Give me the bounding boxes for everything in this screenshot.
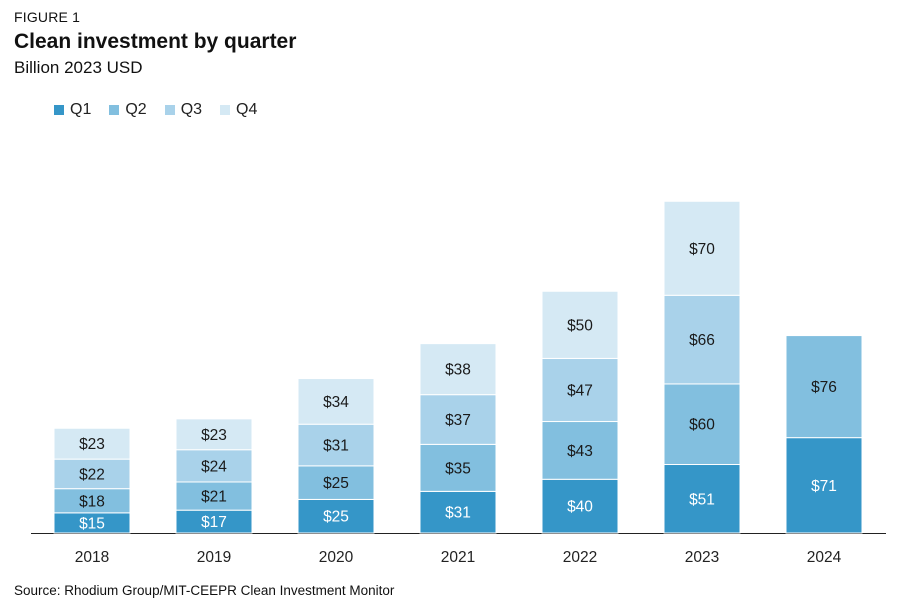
source-note: Source: Rhodium Group/MIT-CEEPR Clean In… [14,583,395,598]
x-tick-label-2024: 2024 [807,549,842,566]
data-label-q4-2023: $70 [689,241,715,258]
bar-q3-2019 [175,449,253,483]
legend-item-q4: Q4 [220,101,257,119]
bar-q4-2023 [663,200,741,296]
bar-q4-2018 [53,427,131,460]
bar-q1-2023 [663,464,741,534]
bar-q4-2022 [541,290,619,359]
data-label-q1-2022: $40 [567,499,593,516]
bar-q2-2023 [663,383,741,466]
legend-swatch-q4 [220,105,231,115]
data-label-q3-2019: $24 [201,458,227,475]
bar-q4-2019 [175,418,253,451]
bar-q3-2021 [419,394,497,445]
data-label-q2-2022: $43 [567,443,593,460]
data-label-q3-2021: $37 [445,412,471,429]
bar-q3-2023 [663,294,741,385]
data-label-q2-2020: $25 [323,475,349,492]
data-label-q1-2023: $51 [689,491,715,508]
legend: Q1 Q2 Q3 Q4 [54,101,257,119]
chart-subtitle: Billion 2023 USD [14,58,143,77]
data-label-q3-2023: $66 [689,332,715,349]
legend-swatch-q2 [109,105,120,115]
x-tick-label-2019: 2019 [197,549,231,566]
legend-item-q2: Q2 [109,101,147,119]
legend-swatch-q3 [164,105,175,115]
bar-q2-2024 [785,335,863,439]
bar-q3-2022 [541,357,619,423]
legend-label-q2: Q2 [125,101,147,118]
data-label-q4-2019: $23 [201,427,227,444]
data-label-q3-2022: $47 [567,382,593,399]
x-tick-label-2022: 2022 [563,549,597,566]
chart-title: Clean investment by quarter [14,30,297,53]
data-label-q2-2019: $21 [201,489,227,506]
data-label-q1-2018: $15 [79,515,105,532]
data-label-q4-2022: $50 [567,317,593,334]
data-label-q3-2020: $31 [323,438,349,455]
bar-q2-2020 [297,465,375,500]
data-label-q2-2023: $60 [689,417,715,434]
bar-q2-2022 [541,421,619,480]
data-label-q1-2019: $17 [201,514,227,531]
bar-q4-2021 [419,343,497,396]
x-tick-label-2020: 2020 [319,549,354,566]
data-label-q2-2018: $18 [79,493,105,510]
x-tick-label-2018: 2018 [75,549,109,566]
legend-label-q3: Q3 [180,101,203,118]
bar-q3-2020 [297,423,375,467]
bar-q2-2021 [419,443,497,492]
legend-label-q4: Q4 [236,101,258,118]
figure-label: FIGURE 1 [14,9,81,25]
bar-q1-2022 [541,478,619,534]
legend-swatch-q1 [54,105,64,115]
bar-q4-2020 [297,378,375,425]
data-label-q3-2018: $22 [79,466,105,483]
legend-label-q1: Q1 [70,101,92,118]
bar-q1-2021 [419,490,497,534]
data-label-q2-2021: $35 [445,460,471,477]
x-tick-label-2021: 2021 [441,549,475,566]
x-tick-label-2023: 2023 [685,549,719,566]
bar-q2-2019 [175,481,253,511]
data-label-q4-2020: $34 [323,394,349,411]
legend-item-q3: Q3 [164,101,203,119]
data-label-q1-2024: $71 [811,478,837,495]
bar-q3-2018 [53,458,131,490]
bar-q2-2018 [53,488,131,514]
bar-q1-2020 [297,498,375,534]
data-label-q1-2021: $31 [445,505,471,522]
data-label-q4-2018: $23 [79,436,105,453]
data-label-q4-2021: $38 [445,362,471,379]
data-label-q1-2020: $25 [323,509,349,526]
legend-item-q1: Q1 [54,101,91,119]
data-label-q2-2024: $76 [811,379,837,396]
